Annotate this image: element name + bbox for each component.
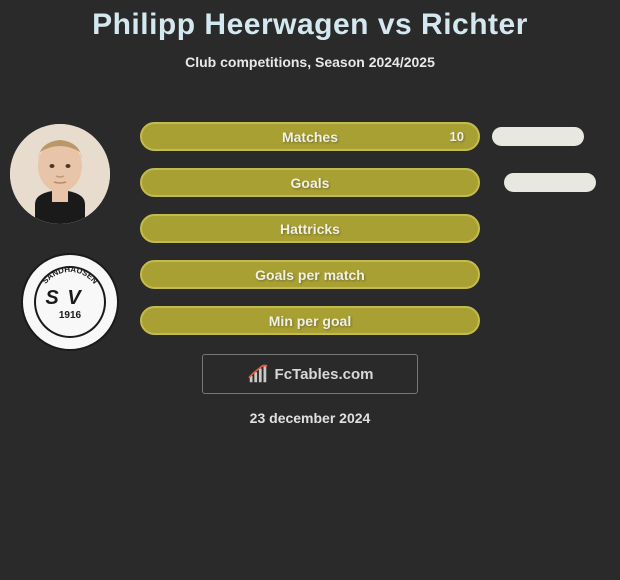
player-avatar (10, 124, 110, 224)
stat-label: Goals per match (255, 267, 365, 283)
stat-label: Min per goal (269, 313, 351, 329)
stat-bar: Goals (140, 168, 480, 197)
vs-text: vs (378, 8, 412, 41)
stat-row: Hattricks (140, 214, 596, 243)
svg-text:S: S (45, 287, 59, 309)
stats-bars: Matches 10 Goals Hattricks Goals per match Mi… (140, 122, 596, 352)
watermark-text: FcTables.com (275, 366, 374, 383)
watermark: FcTables.com (202, 354, 418, 394)
stat-row: Goals (140, 168, 596, 197)
svg-text:V: V (67, 287, 82, 309)
stat-bar: Goals per match (140, 260, 480, 289)
stat-bar: Matches 10 (140, 122, 480, 151)
stat-pill (492, 127, 584, 146)
stat-label: Matches (282, 129, 338, 145)
date: 23 december 2024 (250, 410, 371, 426)
stat-label: Hattricks (280, 221, 340, 237)
club-badge: SANDHAUSEN 1916 S V (20, 252, 120, 352)
player1-name: Philipp Heerwagen (92, 8, 369, 41)
svg-text:1916: 1916 (59, 310, 82, 321)
stat-value: 10 (450, 129, 464, 144)
chart-icon (247, 363, 269, 385)
stat-bar: Hattricks (140, 214, 480, 243)
stat-pill (504, 173, 596, 192)
stat-bar: Min per goal (140, 306, 480, 335)
stat-row: Goals per match (140, 260, 596, 289)
stat-row: Matches 10 (140, 122, 596, 151)
player2-name: Richter (421, 8, 528, 41)
stat-row: Min per goal (140, 306, 596, 335)
comparison-title: Philipp Heerwagen vs Richter (0, 0, 620, 42)
stat-label: Goals (291, 175, 330, 191)
subtitle: Club competitions, Season 2024/2025 (0, 54, 620, 70)
